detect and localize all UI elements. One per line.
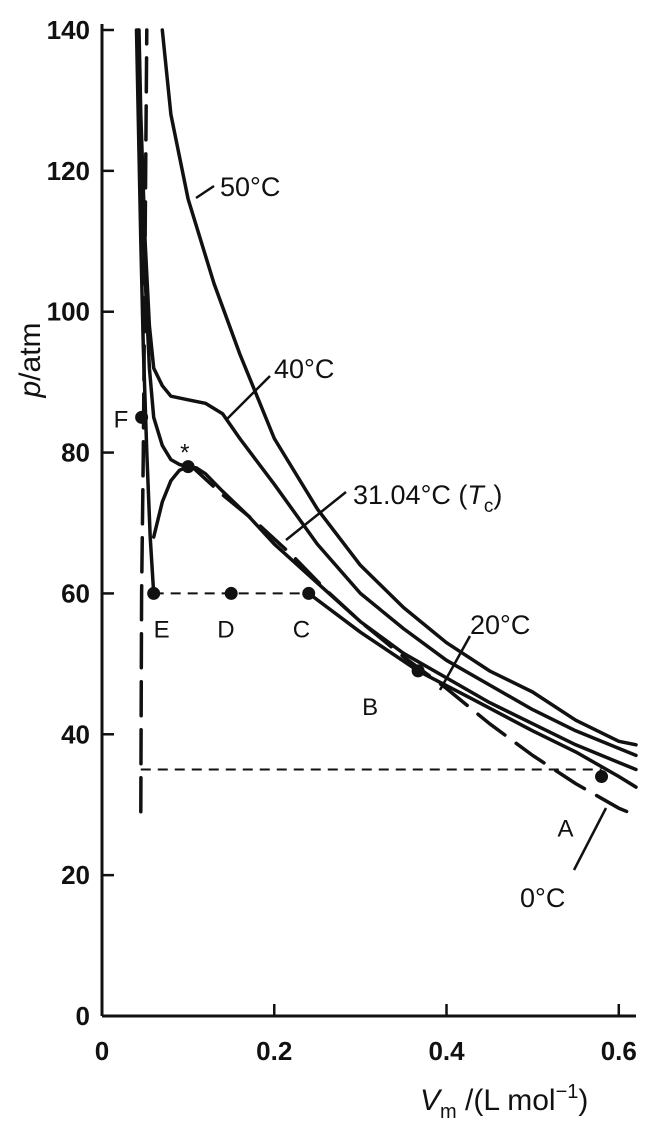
point-B [411, 664, 425, 678]
x-tick-label: 0 [95, 1036, 109, 1066]
point-E [147, 586, 161, 600]
annotation-critical-temperature: 31.04°C (Tc) [285, 480, 502, 541]
point-D [224, 586, 238, 600]
axes: 0 20 40 60 80 100 120 140 0 0.2 0.4 0.6 [47, 15, 637, 1066]
svg-text:31.04°C (Tc): 31.04°C (Tc) [353, 480, 502, 517]
label-50c: 50°C [220, 172, 280, 202]
y-tick-label: 80 [61, 438, 90, 468]
x-tick-label: 0.4 [428, 1036, 465, 1066]
isotherm-line-5 [139, 28, 149, 814]
isotherm-line-5-b [186, 461, 638, 818]
point-critical [181, 460, 195, 474]
point-label-D: D [217, 616, 234, 643]
y-tick-label: 100 [47, 297, 90, 327]
y-axis-title: p/atm [14, 322, 47, 398]
label-0c: 0°C [520, 883, 565, 913]
x-tick-label: 0.6 [601, 1036, 637, 1066]
point-A [595, 770, 609, 784]
point-C [302, 586, 316, 600]
label-40c: 40°C [274, 354, 334, 384]
point-label-A: A [558, 816, 574, 843]
label-tc-subscript: c [484, 496, 494, 517]
label-tc-value: 31.04°C ( [353, 480, 467, 510]
isotherm-line-0 [160, 28, 638, 747]
annotation-20c: 20°C [438, 610, 530, 691]
annotation-50c: 50°C [195, 172, 280, 202]
isotherm-line-3-b [151, 464, 199, 539]
y-tick-label: 60 [61, 578, 90, 608]
annotation-0c: 0°C [520, 807, 608, 913]
y-axis-symbol: p [14, 381, 47, 399]
state-points: A B C D E F * [114, 406, 609, 843]
isotherm-line-1 [137, 28, 638, 758]
point-F [135, 410, 149, 424]
isotherm-curves [134, 28, 638, 818]
x-axis-title: Vm /(L mol−1) [420, 1081, 588, 1123]
y-tick-label: 120 [47, 156, 90, 186]
isotherm-line-4 [306, 591, 638, 789]
y-tick-label: 40 [61, 719, 90, 749]
point-label-critical: * [180, 440, 189, 467]
y-tick-label: 0 [76, 1001, 90, 1031]
isotherm-line-2 [136, 28, 638, 772]
annotation-40c: 40°C [225, 354, 334, 421]
y-tick-label: 140 [47, 15, 90, 45]
x-tick-label: 0.2 [256, 1036, 292, 1066]
tie-lines [140, 592, 602, 771]
point-label-B: B [362, 694, 378, 721]
label-20c: 20°C [470, 610, 530, 640]
point-label-F: F [114, 406, 129, 433]
label-tc-close: ) [493, 480, 502, 510]
y-axis-unit: /atm [14, 322, 47, 380]
label-tc-symbol: T [467, 480, 486, 510]
y-tick-label: 20 [61, 860, 90, 890]
point-label-E: E [154, 616, 170, 643]
point-label-C: C [293, 616, 310, 643]
